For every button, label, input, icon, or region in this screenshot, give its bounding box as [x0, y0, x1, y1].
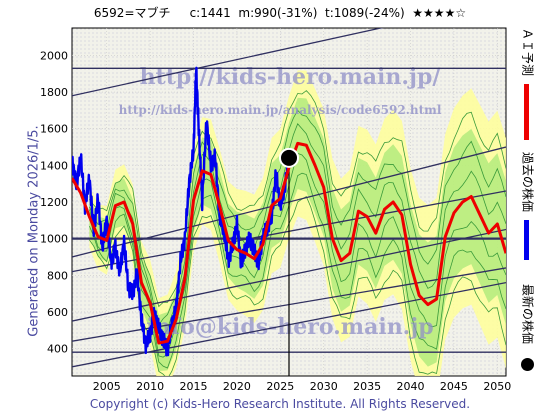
- watermark-url-sub: http://kids-hero.main.jp/analysis/code65…: [119, 103, 442, 117]
- watermark-email: info@kids-hero.main.jp: [146, 314, 433, 340]
- latest-price-marker: [279, 147, 299, 168]
- x-tick-label: 2040: [397, 380, 425, 393]
- y-tick-label: 2000: [40, 49, 68, 62]
- legend-ai-forecast-swatch: [524, 84, 529, 140]
- series-layer: [72, 66, 506, 357]
- y-tick-label: 1200: [40, 196, 68, 209]
- y-tick-label: 1800: [40, 86, 68, 99]
- y-tick-label: 1600: [40, 123, 68, 136]
- legend-past-price-label: 過去の株価: [520, 151, 535, 213]
- legend-latest-price-label: 最新の株価: [520, 283, 535, 345]
- x-tick-label: 2025: [266, 380, 294, 393]
- legend-past-price-swatch: [524, 220, 529, 260]
- copyright-footer: Copyright (c) Kids-Hero Research Institu…: [89, 397, 471, 411]
- x-tick-label: 2005: [93, 380, 121, 393]
- forecast-band-path: [88, 172, 506, 369]
- y-tick-label: 1400: [40, 159, 68, 172]
- forecast-band-inner: [89, 97, 506, 372]
- y-tick-label: 1000: [40, 233, 68, 246]
- y-tick-label: 800: [47, 269, 68, 282]
- x-tick-label: 2020: [223, 380, 251, 393]
- legend-past-price: 過去の株価: [518, 150, 538, 270]
- x-tick-label: 2030: [310, 380, 338, 393]
- y-tick-label: 600: [47, 306, 68, 319]
- trendline: [72, 28, 384, 97]
- forecast-band-path: [89, 196, 506, 376]
- legend-ai-forecast-label: ＡＩ予測: [520, 27, 535, 77]
- x-tick-label: 2035: [353, 380, 381, 393]
- y-tick-label: 400: [47, 343, 68, 356]
- forecast-band-outer: [89, 70, 506, 376]
- series-past-price: [72, 66, 291, 357]
- axis-tick-layer: 400 600 800 1000 1200 1400 1600 1800 2000 2005 201…: [40, 49, 511, 393]
- x-tick-label: 2050: [483, 380, 511, 393]
- legend-latest-price-marker: [521, 358, 534, 371]
- legend-latest-price: 最新の株価: [518, 278, 538, 378]
- x-tick-label: 2015: [180, 380, 208, 393]
- legend-ai-forecast: ＡＩ予測: [518, 27, 538, 150]
- x-tick-label: 2045: [440, 380, 468, 393]
- forecast-band-path: [89, 90, 506, 308]
- x-tick-label: 2010: [136, 380, 164, 393]
- chart-header: 6592=マブチ c:1441 m:990(-31%) t:1089(-24%)…: [93, 6, 467, 20]
- trendline-layer: [72, 28, 506, 376]
